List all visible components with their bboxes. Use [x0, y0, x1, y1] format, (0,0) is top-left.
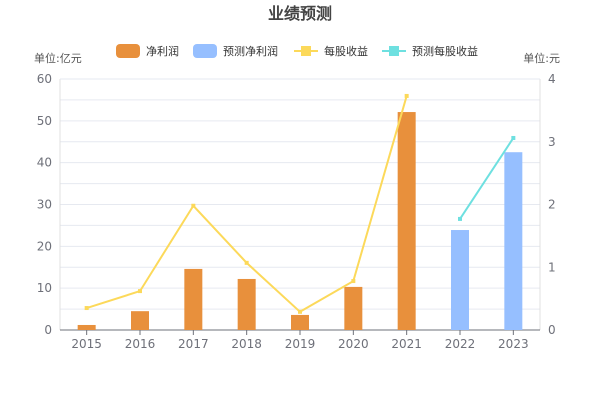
legend-item: 每股收益 — [294, 44, 368, 58]
line-point — [511, 135, 516, 140]
bar-2018 — [237, 278, 256, 330]
bar-2016 — [131, 311, 149, 330]
right-tick-label: 3 — [548, 135, 556, 149]
left-axis-unit: 单位:亿元 — [34, 51, 82, 65]
bar-2022 — [451, 230, 469, 330]
line-point — [404, 93, 409, 98]
left-tick-label: 0 — [44, 323, 52, 337]
line-point — [244, 260, 249, 265]
x-tick-label: 2022 — [445, 337, 476, 351]
bar-2021 — [397, 112, 416, 330]
right-axis-unit: 单位:元 — [523, 51, 560, 65]
x-tick-label: 2017 — [178, 337, 209, 351]
left-tick-label: 30 — [37, 198, 52, 212]
legend-swatch — [193, 44, 217, 58]
bar-2019 — [291, 314, 309, 330]
line-point — [191, 203, 196, 208]
line-point — [298, 309, 302, 314]
x-tick-label: 2023 — [498, 337, 529, 351]
chart-title: 业绩预测 — [268, 4, 332, 23]
legend-item: 净利润 — [116, 44, 179, 58]
bar-2015 — [77, 324, 96, 330]
left-tick-label: 60 — [37, 72, 52, 86]
bar-series — [77, 112, 523, 330]
right-tick-label: 4 — [548, 72, 556, 86]
left-tick-label: 50 — [37, 114, 52, 128]
right-tick-label: 0 — [548, 323, 556, 337]
x-tick-label: 2016 — [125, 337, 156, 351]
legend-swatch-marker — [389, 46, 399, 56]
x-tick-label: 2020 — [338, 337, 369, 351]
right-tick-label: 2 — [548, 198, 556, 212]
x-tick-label: 2019 — [285, 337, 316, 351]
legend-label: 预测净利润 — [223, 44, 278, 58]
legend-swatch-marker — [301, 46, 311, 56]
line-预测每股收益 — [459, 137, 515, 220]
left-tick-label: 10 — [37, 281, 52, 295]
x-tick-label: 2015 — [71, 337, 102, 351]
bar-2023 — [504, 152, 523, 330]
bar-2020 — [344, 286, 363, 330]
right-tick-label: 1 — [548, 260, 556, 274]
line-point — [138, 289, 142, 294]
legend-item: 预测净利润 — [193, 44, 278, 58]
line-series — [84, 93, 516, 314]
left-tick-label: 40 — [37, 156, 52, 170]
bar-2017 — [184, 268, 203, 330]
line-point — [351, 279, 356, 284]
legend-label: 净利润 — [146, 44, 179, 58]
line-point — [458, 216, 462, 221]
x-tick-label: 2021 — [391, 337, 422, 351]
legend-label: 预测每股收益 — [412, 44, 478, 58]
legend-item: 预测每股收益 — [382, 44, 478, 58]
left-tick-label: 20 — [37, 239, 52, 253]
legend-label: 每股收益 — [324, 44, 368, 58]
line-point — [84, 306, 89, 311]
legend: 净利润 预测净利润 每股收益 预测每股收益 — [116, 44, 478, 58]
x-tick-label: 2018 — [231, 337, 262, 351]
legend-swatch — [116, 44, 140, 58]
